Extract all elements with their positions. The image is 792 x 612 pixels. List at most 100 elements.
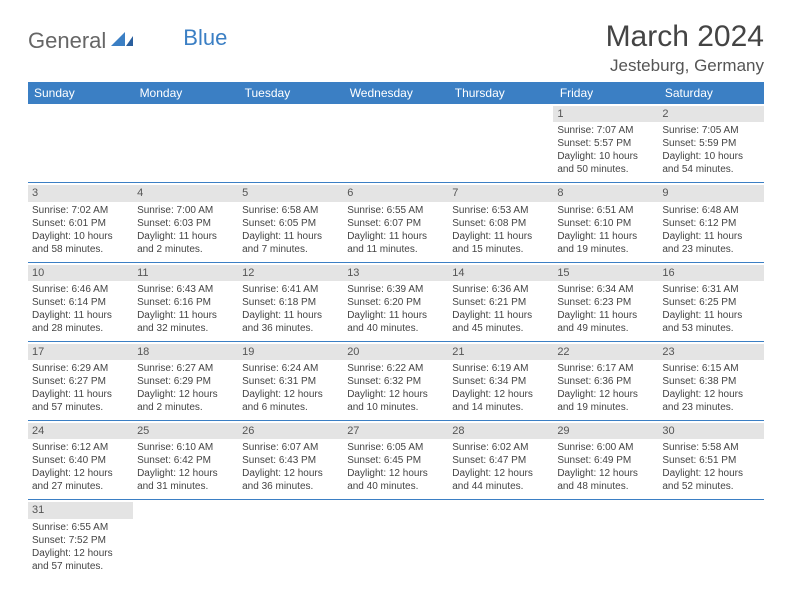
daylight-line: Daylight: 11 hours and 23 minutes. bbox=[662, 230, 759, 256]
sunrise-line: Sunrise: 6:36 AM bbox=[452, 283, 549, 296]
sunset-line: Sunset: 6:36 PM bbox=[557, 375, 654, 388]
day-cell: 1Sunrise: 7:07 AMSunset: 5:57 PMDaylight… bbox=[553, 104, 658, 183]
sunrise-line: Sunrise: 6:58 AM bbox=[242, 204, 339, 217]
day-cell bbox=[658, 500, 763, 579]
sunrise-line: Sunrise: 6:10 AM bbox=[137, 441, 234, 454]
day-number: 13 bbox=[343, 265, 448, 281]
day-cell: 22Sunrise: 6:17 AMSunset: 6:36 PMDayligh… bbox=[553, 341, 658, 420]
sunrise-line: Sunrise: 6:55 AM bbox=[347, 204, 444, 217]
day-cell: 20 Sunrise: 6:22 AMSunset: 6:32 PMDayligh… bbox=[343, 341, 448, 420]
month-title: March 2024 bbox=[606, 20, 764, 54]
daylight-line: Daylight: 11 hours and 36 minutes. bbox=[242, 309, 339, 335]
day-cell: 24Sunrise: 6:12 AMSunset: 6:40 PMDayligh… bbox=[28, 421, 133, 500]
daylight-line: Daylight: 10 hours and 50 minutes. bbox=[557, 150, 654, 176]
location: Jesteburg, Germany bbox=[606, 56, 764, 76]
daylight-line: Daylight: 12 hours and 52 minutes. bbox=[662, 467, 759, 493]
day-number: 6 bbox=[343, 185, 448, 201]
daylight-line: Daylight: 12 hours and 44 minutes. bbox=[452, 467, 549, 493]
day-number: 12 bbox=[238, 265, 343, 281]
sunset-line: Sunset: 6:27 PM bbox=[32, 375, 129, 388]
day-cell: 11Sunrise: 6:43 AMSunset: 6:16 PMDayligh… bbox=[133, 262, 238, 341]
daylight-line: Daylight: 12 hours and 23 minutes. bbox=[662, 388, 759, 414]
sunrise-line: Sunrise: 6:43 AM bbox=[137, 283, 234, 296]
sunrise-line: Sunrise: 6:53 AM bbox=[452, 204, 549, 217]
day-header: Monday bbox=[133, 82, 238, 104]
day-cell: 16Sunrise: 6:31 AMSunset: 6:25 PMDayligh… bbox=[658, 262, 763, 341]
day-number: 3 bbox=[28, 185, 133, 201]
day-number: 8 bbox=[553, 185, 658, 201]
sunrise-line: Sunrise: 6:27 AM bbox=[137, 362, 234, 375]
sunset-line: Sunset: 6:43 PM bbox=[242, 454, 339, 467]
daylight-line: Daylight: 12 hours and 36 minutes. bbox=[242, 467, 339, 493]
day-cell: 10Sunrise: 6:46 AMSunset: 6:14 PMDayligh… bbox=[28, 262, 133, 341]
day-cell bbox=[448, 104, 553, 183]
day-header: Sunday bbox=[28, 82, 133, 104]
sunset-line: Sunset: 6:03 PM bbox=[137, 217, 234, 230]
sunrise-line: Sunrise: 7:07 AM bbox=[557, 124, 654, 137]
header: General Blue March 2024 Jesteburg, Germa… bbox=[28, 20, 764, 76]
day-cell: 9Sunrise: 6:48 AMSunset: 6:12 PMDaylight… bbox=[658, 183, 763, 262]
daylight-line: Daylight: 12 hours and 48 minutes. bbox=[557, 467, 654, 493]
sunset-line: Sunset: 6:23 PM bbox=[557, 296, 654, 309]
daylight-line: Daylight: 11 hours and 19 minutes. bbox=[557, 230, 654, 256]
daylight-line: Daylight: 12 hours and 31 minutes. bbox=[137, 467, 234, 493]
day-cell: 19Sunrise: 6:24 AMSunset: 6:31 PMDayligh… bbox=[238, 341, 343, 420]
week-row: 3Sunrise: 7:02 AMSunset: 6:01 PMDaylight… bbox=[28, 183, 764, 262]
sunset-line: Sunset: 6:14 PM bbox=[32, 296, 129, 309]
sunset-line: Sunset: 6:20 PM bbox=[347, 296, 444, 309]
sunrise-line: Sunrise: 6:05 AM bbox=[347, 441, 444, 454]
sunset-line: Sunset: 6:16 PM bbox=[137, 296, 234, 309]
day-number: 23 bbox=[658, 344, 763, 360]
sunset-line: Sunset: 6:32 PM bbox=[347, 375, 444, 388]
day-cell: 30Sunrise: 5:58 AMSunset: 6:51 PMDayligh… bbox=[658, 421, 763, 500]
daylight-line: Daylight: 12 hours and 57 minutes. bbox=[32, 547, 129, 573]
daylight-line: Daylight: 12 hours and 2 minutes. bbox=[137, 388, 234, 414]
sunrise-line: Sunrise: 6:55 AM bbox=[32, 521, 129, 534]
daylight-line: Daylight: 11 hours and 2 minutes. bbox=[137, 230, 234, 256]
day-number: 19 bbox=[238, 344, 343, 360]
day-cell: 17Sunrise: 6:29 AMSunset: 6:27 PMDayligh… bbox=[28, 341, 133, 420]
sunset-line: Sunset: 6:25 PM bbox=[662, 296, 759, 309]
day-number: 21 bbox=[448, 344, 553, 360]
week-row: 31Sunrise: 6:55 AMSunset: 7:52 PMDayligh… bbox=[28, 500, 764, 579]
day-number: 28 bbox=[448, 423, 553, 439]
day-number: 17 bbox=[28, 344, 133, 360]
day-header-row: SundayMondayTuesdayWednesdayThursdayFrid… bbox=[28, 82, 764, 104]
sunrise-line: Sunrise: 6:15 AM bbox=[662, 362, 759, 375]
day-number: 9 bbox=[658, 185, 763, 201]
day-cell: 5Sunrise: 6:58 AMSunset: 6:05 PMDaylight… bbox=[238, 183, 343, 262]
day-cell: 12Sunrise: 6:41 AMSunset: 6:18 PMDayligh… bbox=[238, 262, 343, 341]
day-number: 31 bbox=[28, 502, 133, 518]
sunrise-line: Sunrise: 6:51 AM bbox=[557, 204, 654, 217]
day-number: 16 bbox=[658, 265, 763, 281]
sunrise-line: Sunrise: 7:05 AM bbox=[662, 124, 759, 137]
daylight-line: Daylight: 11 hours and 11 minutes. bbox=[347, 230, 444, 256]
day-cell: 2Sunrise: 7:05 AMSunset: 5:59 PMDaylight… bbox=[658, 104, 763, 183]
daylight-line: Daylight: 12 hours and 10 minutes. bbox=[347, 388, 444, 414]
day-cell: 29Sunrise: 6:00 AMSunset: 6:49 PMDayligh… bbox=[553, 421, 658, 500]
daylight-line: Daylight: 12 hours and 27 minutes. bbox=[32, 467, 129, 493]
day-cell bbox=[28, 104, 133, 183]
sunrise-line: Sunrise: 6:31 AM bbox=[662, 283, 759, 296]
day-number: 14 bbox=[448, 265, 553, 281]
sunset-line: Sunset: 6:51 PM bbox=[662, 454, 759, 467]
day-number: 2 bbox=[658, 106, 763, 122]
sunrise-line: Sunrise: 6:22 AM bbox=[347, 362, 444, 375]
day-number: 15 bbox=[553, 265, 658, 281]
sunset-line: Sunset: 6:29 PM bbox=[137, 375, 234, 388]
sunset-line: Sunset: 6:18 PM bbox=[242, 296, 339, 309]
sunset-line: Sunset: 5:57 PM bbox=[557, 137, 654, 150]
week-row: 17Sunrise: 6:29 AMSunset: 6:27 PMDayligh… bbox=[28, 341, 764, 420]
week-row: 24Sunrise: 6:12 AMSunset: 6:40 PMDayligh… bbox=[28, 421, 764, 500]
day-cell: 21Sunrise: 6:19 AMSunset: 6:34 PMDayligh… bbox=[448, 341, 553, 420]
day-cell: 6Sunrise: 6:55 AMSunset: 6:07 PMDaylight… bbox=[343, 183, 448, 262]
day-header: Saturday bbox=[658, 82, 763, 104]
day-cell bbox=[343, 104, 448, 183]
sunrise-line: Sunrise: 6:02 AM bbox=[452, 441, 549, 454]
day-number: 20 bbox=[343, 344, 448, 360]
sunrise-line: Sunrise: 7:00 AM bbox=[137, 204, 234, 217]
daylight-line: Daylight: 11 hours and 57 minutes. bbox=[32, 388, 129, 414]
day-cell: 7Sunrise: 6:53 AMSunset: 6:08 PMDaylight… bbox=[448, 183, 553, 262]
sunset-line: Sunset: 6:42 PM bbox=[137, 454, 234, 467]
day-cell: 15Sunrise: 6:34 AMSunset: 6:23 PMDayligh… bbox=[553, 262, 658, 341]
